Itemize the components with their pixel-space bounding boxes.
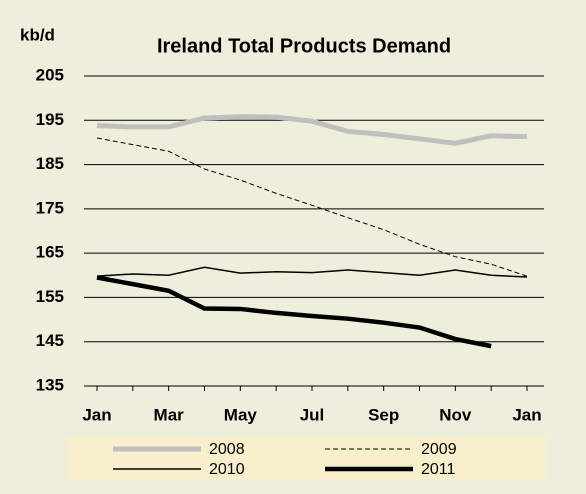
y-tick-label: 175 [36, 198, 64, 217]
legend-label: 2011 [421, 461, 456, 478]
y-tick-label: 135 [36, 375, 64, 394]
x-tick-label: Jul [300, 405, 325, 424]
series-line [96, 137, 528, 277]
legend-label: 2009 [421, 441, 457, 458]
x-tick-label: Jan [82, 405, 111, 424]
x-tick-label: Sep [368, 405, 399, 424]
series-line [96, 266, 528, 278]
y-tick-label: 155 [36, 287, 64, 306]
y-tick-label: 145 [36, 331, 64, 350]
y-tick-label: 185 [36, 154, 64, 173]
legend-label: 2008 [209, 441, 245, 458]
legend-box [66, 437, 546, 480]
x-tick-label: May [224, 405, 258, 424]
x-tick-label: Mar [154, 405, 185, 424]
chart-title: Ireland Total Products Demand [157, 35, 451, 57]
y-axis-label: kb/d [20, 25, 55, 44]
y-tick-label: 205 [36, 65, 64, 84]
series-line [96, 114, 528, 146]
legend-label: 2010 [209, 461, 245, 478]
x-tick-label: Nov [439, 405, 472, 424]
y-tick-label: 165 [36, 243, 64, 262]
series-line [96, 275, 492, 349]
x-tick-label: Jan [512, 405, 541, 424]
y-tick-label: 195 [36, 110, 64, 129]
